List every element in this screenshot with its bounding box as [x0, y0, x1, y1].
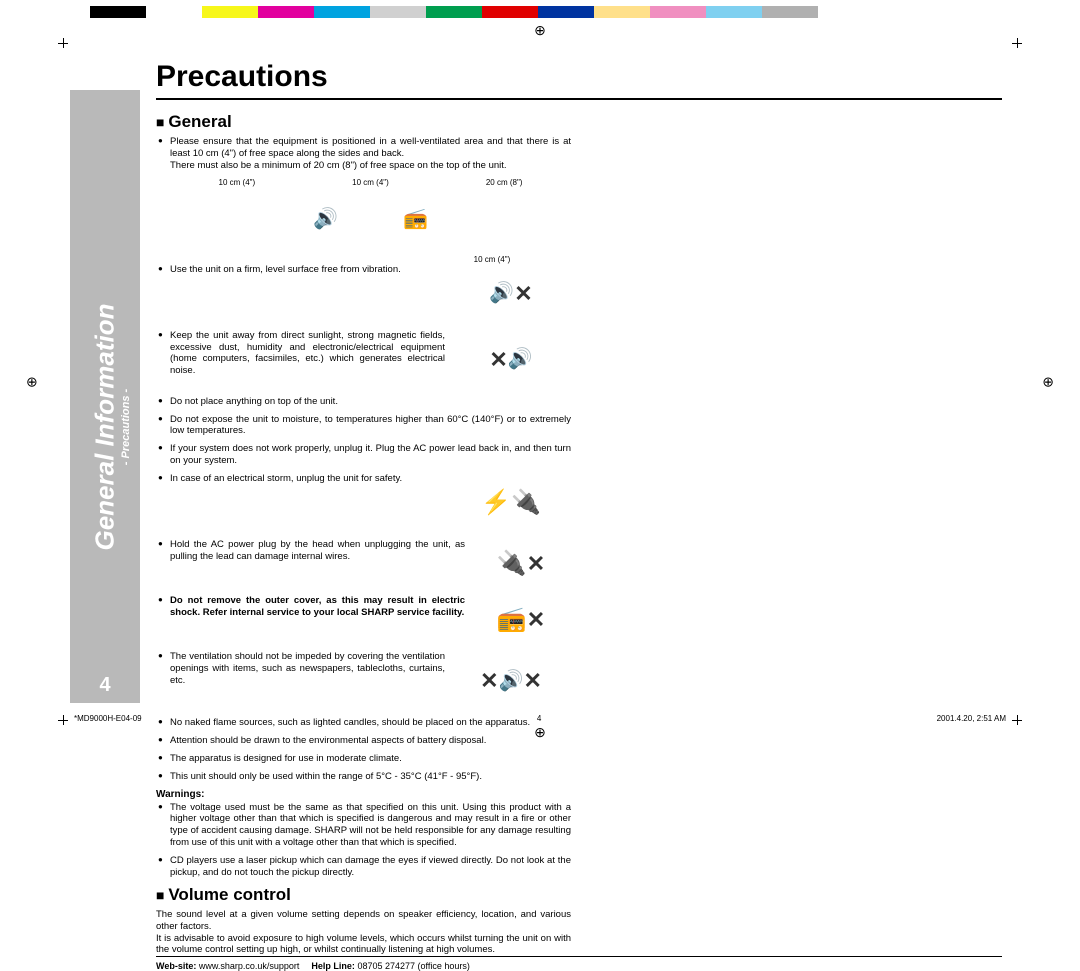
- item-ventilation: The ventilation should not be impeded by…: [156, 651, 571, 711]
- footer-website: www.sharp.co.uk/support: [199, 961, 300, 971]
- vibration-figure: 🔊 ✕: [451, 264, 571, 324]
- bleed-page: 4: [537, 714, 541, 723]
- item-text: Do not remove the outer cover, as this m…: [170, 595, 465, 619]
- item-text: Keep the unit away from direct sunlight,…: [170, 330, 445, 378]
- item-plug-head: Hold the AC power plug by the head when …: [156, 539, 571, 589]
- stereo-front-icon: 🔊: [286, 189, 366, 249]
- color-swatch: [538, 6, 594, 18]
- color-swatch: [258, 6, 314, 18]
- bleed-docid: *MD9000H-E04-09: [74, 714, 142, 723]
- clearance-labels: 10 cm (4") 10 cm (4") 20 cm (8"): [170, 178, 571, 187]
- dim-side1: 10 cm (4"): [219, 178, 256, 187]
- item-text: Use the unit on a firm, level surface fr…: [170, 264, 445, 276]
- item-text: In case of an electrical storm, unplug t…: [170, 473, 445, 485]
- dim-top: 20 cm (8"): [486, 178, 523, 187]
- footer-helpline-label: Help Line:: [311, 961, 355, 971]
- section-sidebar: General Information - Precautions - 4: [70, 90, 140, 703]
- volume-text: The sound level at a given volume settin…: [156, 909, 571, 957]
- page-title: Precautions: [156, 60, 1002, 100]
- footer-website-label: Web-site:: [156, 961, 196, 971]
- bleed-timestamp: 2001.4.20, 2:51 AM: [937, 714, 1006, 723]
- registration-mark-top: ⊕: [534, 22, 546, 39]
- registration-mark-left: ⊕: [26, 373, 38, 390]
- clearance-figure: 🔊 📻: [170, 189, 571, 249]
- color-swatch: [706, 6, 762, 18]
- registration-mark-right: ⊕: [1042, 373, 1054, 390]
- lightning-icon: ⚡: [481, 488, 511, 518]
- item-moisture: Do not expose the unit to moisture, to t…: [156, 414, 571, 438]
- intro-text-2: There must also be a minimum of 20 cm (8…: [170, 160, 507, 171]
- ventilation-figure: ✕ 🔊 ✕: [451, 651, 571, 711]
- item-text: The ventilation should not be impeded by…: [170, 651, 445, 687]
- color-swatch: [594, 6, 650, 18]
- item-firm-surface: Use the unit on a firm, level surface fr…: [156, 264, 571, 324]
- sidebar-subtitle: - Precautions -: [120, 389, 132, 465]
- color-calibration-bar: [90, 6, 818, 18]
- cover-removal-figure: 📻 ✕: [471, 595, 571, 645]
- item-storm: In case of an electrical storm, unplug t…: [156, 473, 571, 533]
- item-temp-range: This unit should only be used within the…: [156, 771, 571, 783]
- item-battery: Attention should be drawn to the environ…: [156, 735, 571, 747]
- dim-side2: 10 cm (4"): [352, 178, 389, 187]
- warning-laser: CD players use a laser pickup which can …: [156, 855, 571, 879]
- color-swatch: [762, 6, 818, 18]
- page-content: General Information - Precautions - 4 Pr…: [70, 60, 1010, 703]
- item-text: Hold the AC power plug by the head when …: [170, 539, 465, 563]
- color-swatch: [426, 6, 482, 18]
- color-swatch: [146, 6, 202, 18]
- color-swatch: [650, 6, 706, 18]
- dim-side3: 10 cm (4"): [474, 255, 511, 264]
- clearance-label-bottom: 10 cm (4"): [170, 255, 571, 264]
- item-ontop: Do not place anything on top of the unit…: [156, 396, 571, 408]
- color-swatch: [370, 6, 426, 18]
- warning-voltage: The voltage used must be the same as tha…: [156, 802, 571, 850]
- plug-icon: 🔌: [497, 549, 527, 579]
- warnings-heading: Warnings:: [156, 789, 571, 800]
- page-number: 4: [70, 674, 140, 697]
- cross-icon: ✕: [523, 667, 541, 695]
- heading-volume: Volume control: [156, 885, 571, 905]
- sidebar-title: General Information: [90, 304, 121, 551]
- device-icon: 📻: [497, 605, 527, 635]
- cross-icon: ✕: [527, 550, 545, 578]
- storm-figure: ⚡ 🔌: [451, 473, 571, 533]
- item-unplug-retry: If your system does not work properly, u…: [156, 443, 571, 467]
- cross-icon: ✕: [480, 667, 498, 695]
- interference-figure: ✕ 🔊: [451, 330, 571, 390]
- color-swatch: [90, 6, 146, 18]
- color-swatch: [202, 6, 258, 18]
- cross-icon: ✕: [527, 606, 545, 634]
- heading-general: General: [156, 112, 571, 132]
- page-footer: Web-site: www.sharp.co.uk/support Help L…: [156, 956, 1002, 971]
- plug-icon: 🔌: [511, 488, 541, 518]
- color-swatch: [482, 6, 538, 18]
- color-swatch: [314, 6, 370, 18]
- general-intro: Please ensure that the equipment is posi…: [156, 136, 571, 172]
- cross-icon: ✕: [514, 280, 532, 308]
- item-sunlight: Keep the unit away from direct sunlight,…: [156, 330, 571, 390]
- item-cover: Do not remove the outer cover, as this m…: [156, 595, 571, 645]
- bleed-footer: *MD9000H-E04-09 4 2001.4.20, 2:51 AM: [74, 714, 1006, 723]
- body-columns: General Please ensure that the equipment…: [156, 108, 1002, 956]
- cross-icon: ✕: [489, 346, 507, 374]
- footer-helpline: 08705 274277 (office hours): [357, 961, 469, 971]
- stereo-side-icon: 📻: [376, 189, 456, 249]
- plug-pull-figure: 🔌 ✕: [471, 539, 571, 589]
- intro-text: Please ensure that the equipment is posi…: [170, 136, 571, 159]
